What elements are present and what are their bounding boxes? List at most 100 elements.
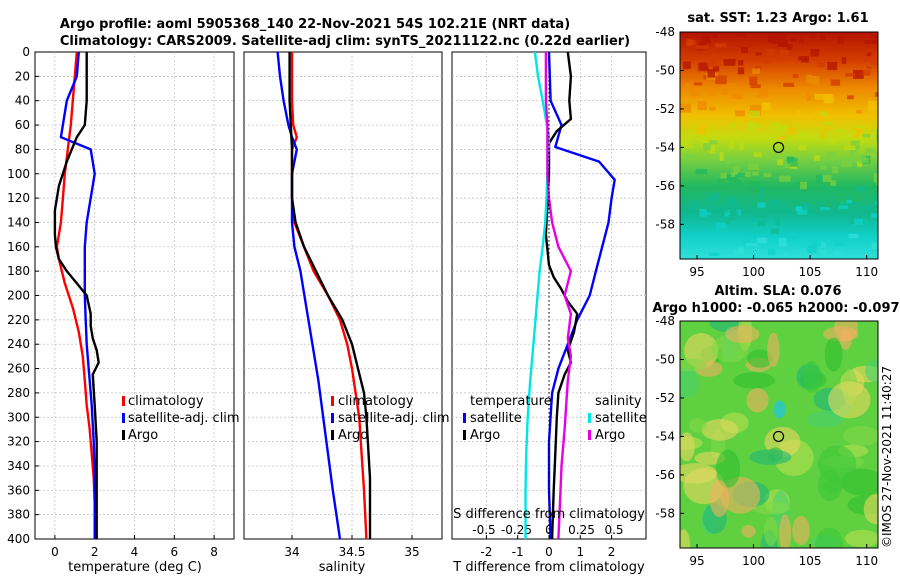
sst-cell [768,248,776,256]
sla-argo-marker [772,430,785,443]
sst-cell [750,84,761,89]
sst-map-frame [679,31,879,260]
y-tick-label: 360 [7,483,30,497]
sst-cell [687,40,696,46]
legend-satellite: satellite-adj. clim [338,411,450,426]
x-tick-label: 34.5 [339,545,366,559]
sla-blob [709,479,729,518]
y-tick-label: 0 [22,45,30,59]
sst-cell [728,214,736,221]
sla-blob [843,425,878,446]
legend-climatology: climatology [338,394,414,409]
sst-cell [706,196,719,201]
sst-cell [833,240,845,246]
sst-cell [852,218,863,225]
y-tick-label: 260 [7,362,30,376]
sla-map-frame [679,320,879,549]
x-tick-label: 35 [404,545,419,559]
sst-cell [798,144,806,151]
sst-cell [871,242,878,250]
map-y-tick-label: -48 [655,314,675,328]
sst-cell [771,228,780,234]
sst-cell [813,155,820,161]
sla-blob [680,463,717,484]
sst-cell [837,35,845,44]
y-tick-label: 280 [7,386,30,400]
sst-cell [850,215,855,224]
series-line-argo [53,52,100,539]
sst-cell [719,151,724,161]
x-tick-label: 2 [608,545,616,559]
sst-map-panel: sat. SST: 1.23 Argo: 1.61 95 100 105 110 -48… [655,11,879,279]
sst-cell [847,95,854,100]
map-y-tick-label: -52 [655,391,675,405]
map-x-tick-label: 100 [742,265,765,279]
sst-cell [758,220,766,226]
sst-cell [681,113,689,118]
sst-cell [821,131,826,140]
sst-cell [775,34,787,41]
salinity-panel: 34 34.5 35 salinity climatology satellite-… [243,51,450,575]
sst-cell [867,214,872,219]
y-tick-label: 300 [7,410,30,424]
sst-cell [726,156,732,164]
sst-cell [779,175,791,182]
sst-cell [796,182,801,185]
sst-cell [787,157,798,167]
sst-cell [757,187,764,197]
map-x-tick-label: 95 [689,554,704,568]
y-tick-label: 180 [7,264,30,278]
sst-cell [692,200,701,209]
sla-blob [680,432,695,462]
sla-blob [680,367,699,399]
sst-cell [737,172,746,178]
sst-cell [741,47,748,54]
sst-cell [773,114,779,120]
sst-cell [769,122,781,131]
sla-blob [733,372,776,389]
sst-cell [867,106,877,114]
sst-cell [757,202,766,209]
map-x-tick-label: 100 [742,554,765,568]
sst-cell [750,123,762,128]
sst-cell [865,148,876,153]
sst-cell [702,143,711,150]
sst-cell [691,90,700,97]
map-x-tick-label: 110 [855,554,878,568]
sst-cell [777,159,784,165]
sst-cell [724,209,731,217]
sst-cell [775,217,780,225]
sst-cell [729,179,742,186]
sst-cell [827,200,833,208]
sla-blob [753,501,790,515]
legend-salinity-header: salinity [595,394,642,409]
sla-blob [817,469,842,501]
sst-cell [700,35,711,44]
sst-cell [809,33,816,39]
sla-blob [792,516,810,545]
sst-cell [698,62,709,71]
sst-cell [689,206,696,213]
sla-blob [680,358,707,372]
sla-blob [749,449,792,465]
sst-cell [755,212,768,217]
legend-swatch-satellite [122,413,125,423]
sst-cell [851,140,860,150]
sst-cell [767,35,775,43]
sla-blob [815,527,844,548]
sst-cell [696,127,706,135]
legend-swatch-argo [331,430,334,440]
sst-cell [776,125,789,133]
sst-cell [787,43,793,50]
sst-cell [823,94,832,103]
x-tick-label: 6 [170,545,178,559]
sst-cell [784,127,796,135]
sst-cell [741,171,751,177]
sst-cell [739,142,744,150]
sst-cell [747,55,753,60]
sst-cell [738,60,744,66]
sst-cell [720,172,727,179]
sst-cell [700,134,705,141]
y-tick-label: 380 [7,508,30,522]
